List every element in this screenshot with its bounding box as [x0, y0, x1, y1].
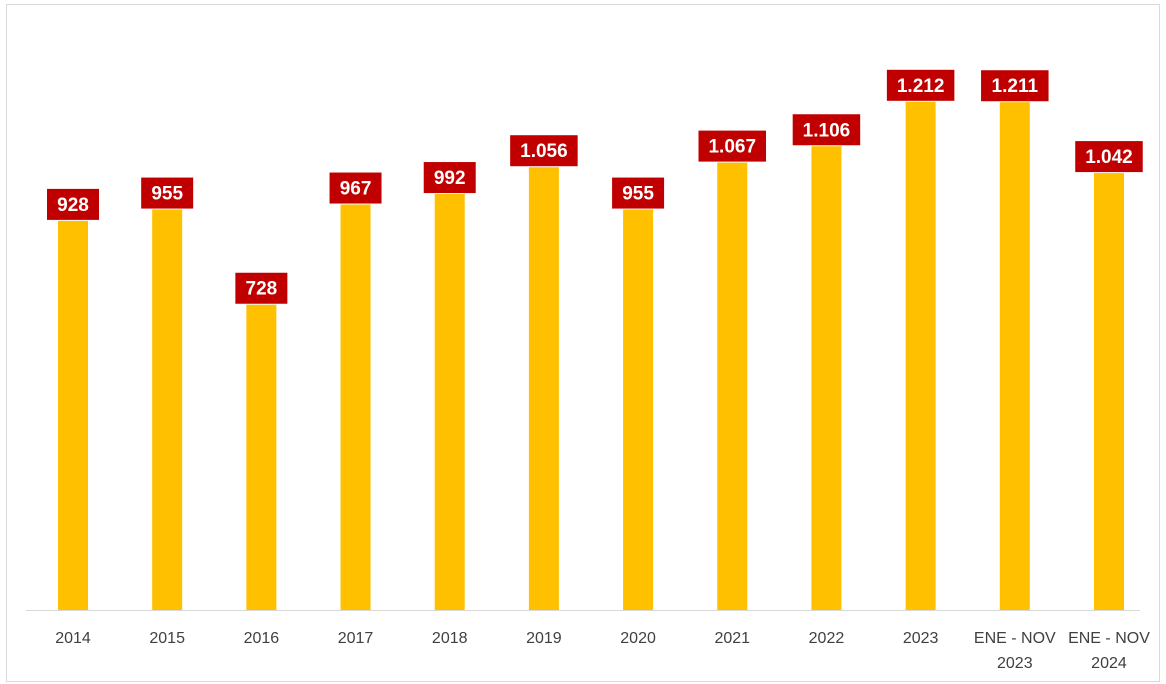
bar-3 — [340, 204, 371, 610]
x-tick-label-3: 2017 — [338, 630, 374, 647]
x-tick-label-2: 2016 — [244, 630, 280, 647]
data-label-text: 928 — [57, 195, 89, 216]
data-label-box — [329, 172, 382, 204]
bar-9 — [905, 101, 936, 610]
x-tick-label-0: 2014 — [55, 630, 91, 647]
bars-group — [58, 101, 1124, 611]
data-label-box — [612, 177, 665, 209]
bar-1 — [152, 209, 183, 611]
data-label-text: 955 — [151, 184, 183, 205]
data-label-2: 728 — [235, 272, 288, 304]
x-tick-label-7: 2021 — [714, 630, 750, 647]
data-label-text: 1.211 — [992, 76, 1039, 97]
bar-7 — [717, 162, 748, 610]
x-tick-label-8: 2022 — [809, 630, 845, 647]
data-label-3: 967 — [329, 172, 382, 204]
data-label-10: 1.211 — [981, 70, 1049, 102]
x-tick-label-11: ENE - NOV 2024 — [1068, 630, 1150, 672]
x-tick-label-10: ENE - NOV 2023 — [974, 630, 1056, 672]
x-tick-label-1: 2015 — [149, 630, 185, 647]
data-label-text: 955 — [622, 184, 654, 205]
bar-6 — [623, 209, 654, 611]
data-label-6: 955 — [612, 177, 665, 209]
data-label-11: 1.042 — [1075, 141, 1143, 173]
data-label-4: 992 — [423, 162, 476, 194]
data-label-5: 1.056 — [510, 135, 578, 167]
x-tick-label-6: 2020 — [620, 630, 656, 647]
data-label-box — [47, 188, 99, 220]
bar-4 — [434, 194, 465, 611]
data-label-box — [235, 272, 288, 304]
data-label-1: 955 — [141, 177, 194, 209]
x-tick-labels-group: 2014 2015 2016 2017 2018 2019 2020 2021 2022 2023… — [55, 630, 1150, 672]
bar-10 — [999, 102, 1030, 611]
bar-11 — [1093, 173, 1124, 610]
bar-0 — [58, 220, 88, 611]
data-label-text: 1.212 — [897, 76, 945, 97]
data-label-box — [981, 70, 1049, 102]
data-label-box — [792, 114, 861, 146]
x-tick-label-5: 2019 — [526, 630, 562, 647]
data-label-text: 1.067 — [708, 137, 756, 158]
data-label-box — [698, 130, 767, 162]
data-label-7: 1.067 — [698, 130, 767, 162]
bar-5 — [528, 167, 559, 611]
x-tick-label-4: 2018 — [432, 630, 468, 647]
data-label-box — [510, 135, 578, 167]
data-label-0: 928 — [47, 188, 99, 220]
data-labels-group: 928 955 728 967 992 1.056 955 1.067 1.106 1.212 1.… — [47, 69, 1143, 304]
data-label-box — [886, 69, 955, 101]
bar-2 — [246, 304, 277, 610]
data-label-box — [423, 162, 476, 194]
data-label-text: 1.056 — [520, 141, 568, 162]
data-label-text: 728 — [246, 279, 278, 300]
data-label-box — [1075, 141, 1143, 173]
chart-frame — [6, 4, 1160, 682]
data-label-8: 1.106 — [792, 114, 861, 146]
bar-8 — [811, 146, 842, 610]
data-label-text: 992 — [434, 168, 466, 189]
x-tick-label-9: 2023 — [903, 630, 939, 647]
data-label-text: 1.106 — [803, 120, 851, 141]
data-label-text: 967 — [340, 179, 372, 200]
data-label-box — [141, 177, 194, 209]
data-label-text: 1.042 — [1085, 147, 1133, 168]
data-label-9: 1.212 — [886, 69, 955, 101]
